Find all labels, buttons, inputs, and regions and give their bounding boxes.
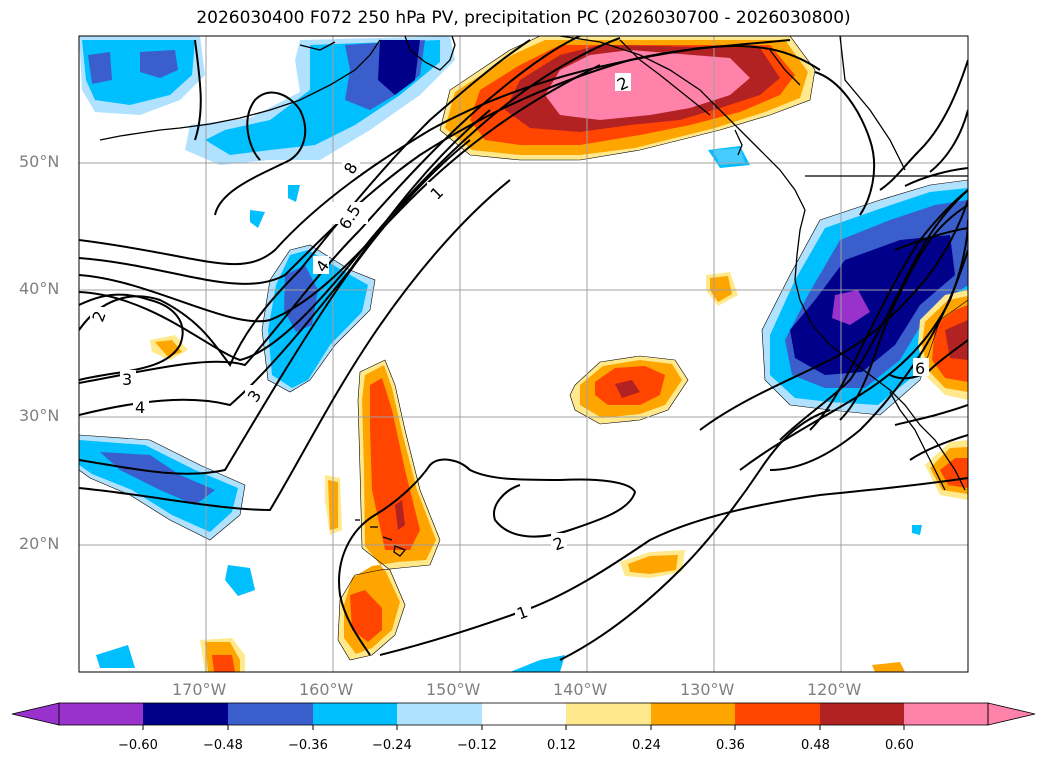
- pv-contour-8: [79, 139, 471, 475]
- colorbar-bin: [904, 703, 988, 725]
- colorbar-bin: [313, 703, 398, 725]
- pv-contour-17: [739, 219, 968, 471]
- pv-contour-16: [699, 199, 968, 431]
- pv-contour-14: [379, 477, 968, 656]
- precip-negative-regions: [79, 36, 968, 672]
- pv-contour-19: [779, 189, 968, 441]
- pv-contour-6: [79, 36, 581, 384]
- pv-contour-24: [889, 339, 968, 380]
- pv-contour-15: [559, 409, 831, 661]
- pv-contour-13: [338, 458, 637, 656]
- colorbar-tick-label: 0.48: [801, 738, 830, 753]
- colorbar-bin: [651, 703, 736, 725]
- gridlines: [79, 36, 968, 672]
- lon-label-140w: 140°W: [553, 680, 608, 699]
- colorbar-tick-label: −0.36: [288, 738, 328, 753]
- lon-label-170w: 170°W: [172, 680, 227, 699]
- pv-label-12: 6: [915, 359, 925, 378]
- pv-contour-9: [79, 179, 511, 512]
- colorbar-tick-label: −0.24: [372, 738, 412, 753]
- map-frame: [78, 35, 969, 673]
- pv-contour-18: [769, 249, 968, 471]
- lon-label-120w: 120°W: [807, 680, 862, 699]
- colorbar: [11, 702, 1036, 730]
- lon-label-160w: 160°W: [299, 680, 354, 699]
- pv-contour-11: [214, 91, 307, 216]
- colorbar-bin: [566, 703, 652, 725]
- colorbar-bin: [820, 703, 905, 725]
- colorbar-bin: [735, 703, 821, 725]
- pv-contour-20: [809, 189, 968, 431]
- colorbar-tick-label: −0.48: [203, 738, 243, 753]
- coastlines: [99, 36, 968, 557]
- pv-contours: [79, 36, 968, 661]
- colorbar-bin: [482, 703, 567, 725]
- pv-contour-3: [79, 64, 601, 323]
- colorbar-tick-label: 0.24: [632, 738, 661, 753]
- colorbar-bin: [228, 703, 314, 725]
- lat-label-20n: 20°N: [19, 534, 60, 553]
- colorbar-bin: [59, 703, 144, 725]
- lat-label-30n: 30°N: [19, 406, 60, 425]
- pv-contour-21: [839, 204, 968, 421]
- pv-contour-25: [904, 167, 968, 187]
- pv-contour-2: [79, 39, 791, 285]
- colorbar-extend-max: [987, 702, 1036, 726]
- colorbar-extend-min: [11, 702, 60, 726]
- lon-label-150w: 150°W: [426, 680, 481, 699]
- colorbar-tick-label: −0.60: [118, 738, 158, 753]
- lat-label-40n: 40°N: [19, 279, 60, 298]
- pv-label-8: 4: [135, 398, 145, 417]
- pv-contour-4: [79, 37, 621, 362]
- colorbar-tick-label: −0.12: [457, 738, 497, 753]
- pv-label-7: 3: [122, 370, 132, 389]
- pv-contour-7: [79, 109, 491, 416]
- pv-contour-29: [929, 109, 968, 173]
- pv-contour-28: [879, 59, 968, 191]
- colorbar-bin: [397, 703, 483, 725]
- pv-contour-12: [194, 39, 202, 141]
- pv-contour-26: [894, 227, 968, 251]
- lon-label-130w: 130°W: [680, 680, 735, 699]
- pv-contour-27: [814, 71, 876, 216]
- lat-label-50n: 50°N: [19, 152, 60, 171]
- colorbar-tick-label: 0.60: [885, 738, 914, 753]
- pv-contour-23: [909, 434, 968, 461]
- figure-title: 2026030400 F072 250 hPa PV, precipitatio…: [196, 8, 851, 28]
- precip-positive-regions: [150, 36, 968, 672]
- map-area: 8 6.5 1 2 4 3 3 4 2 2 1 6: [79, 36, 968, 672]
- pv-contour-5: [79, 39, 531, 367]
- colorbar-tick-label: 0.12: [547, 738, 576, 753]
- colorbar-bin: [143, 703, 229, 725]
- pv-contour-22: [894, 404, 968, 426]
- colorbar-tick-label: 0.36: [716, 738, 745, 753]
